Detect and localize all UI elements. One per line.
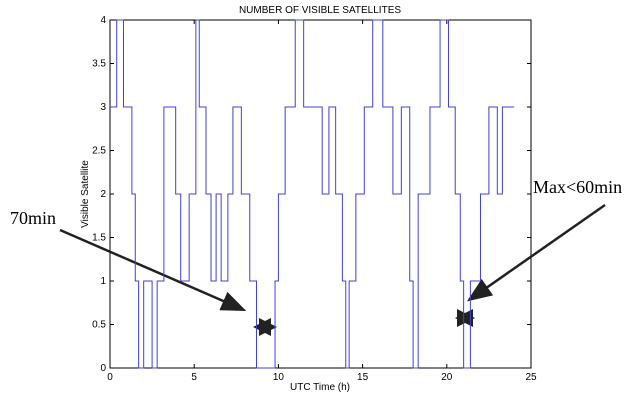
x-tick-label: 20	[441, 372, 453, 383]
arrow	[466, 203, 606, 302]
y-tick-label: 3	[100, 102, 106, 113]
x-tick-label: 0	[107, 372, 113, 383]
x-tick-label: 5	[191, 372, 197, 383]
y-tick-label: 1.5	[92, 233, 106, 244]
x-tick-label: 15	[357, 372, 369, 383]
x-axis-label: UTC Time (h)	[290, 382, 350, 393]
annotation: 70min	[10, 208, 56, 228]
y-tick-label: 2.5	[92, 146, 106, 157]
y-tick-label: 0.5	[92, 320, 106, 331]
data-line	[110, 19, 515, 369]
y-tick-label: 3.5	[92, 59, 106, 70]
annotation: Max<60min	[533, 177, 622, 197]
y-tick-label: 4	[100, 15, 106, 26]
chart-title: NUMBER OF VISIBLE SATELLITES	[239, 5, 401, 16]
x-tick-label: 10	[273, 372, 285, 383]
plot-area	[109, 19, 532, 369]
x-tick-label: 25	[525, 372, 537, 383]
y-tick-label: 2	[100, 189, 106, 200]
y-tick-label: 0	[100, 363, 106, 374]
y-tick-label: 1	[100, 276, 106, 287]
arrow	[59, 228, 247, 312]
y-axis-label: Visible Satellite	[80, 160, 91, 228]
